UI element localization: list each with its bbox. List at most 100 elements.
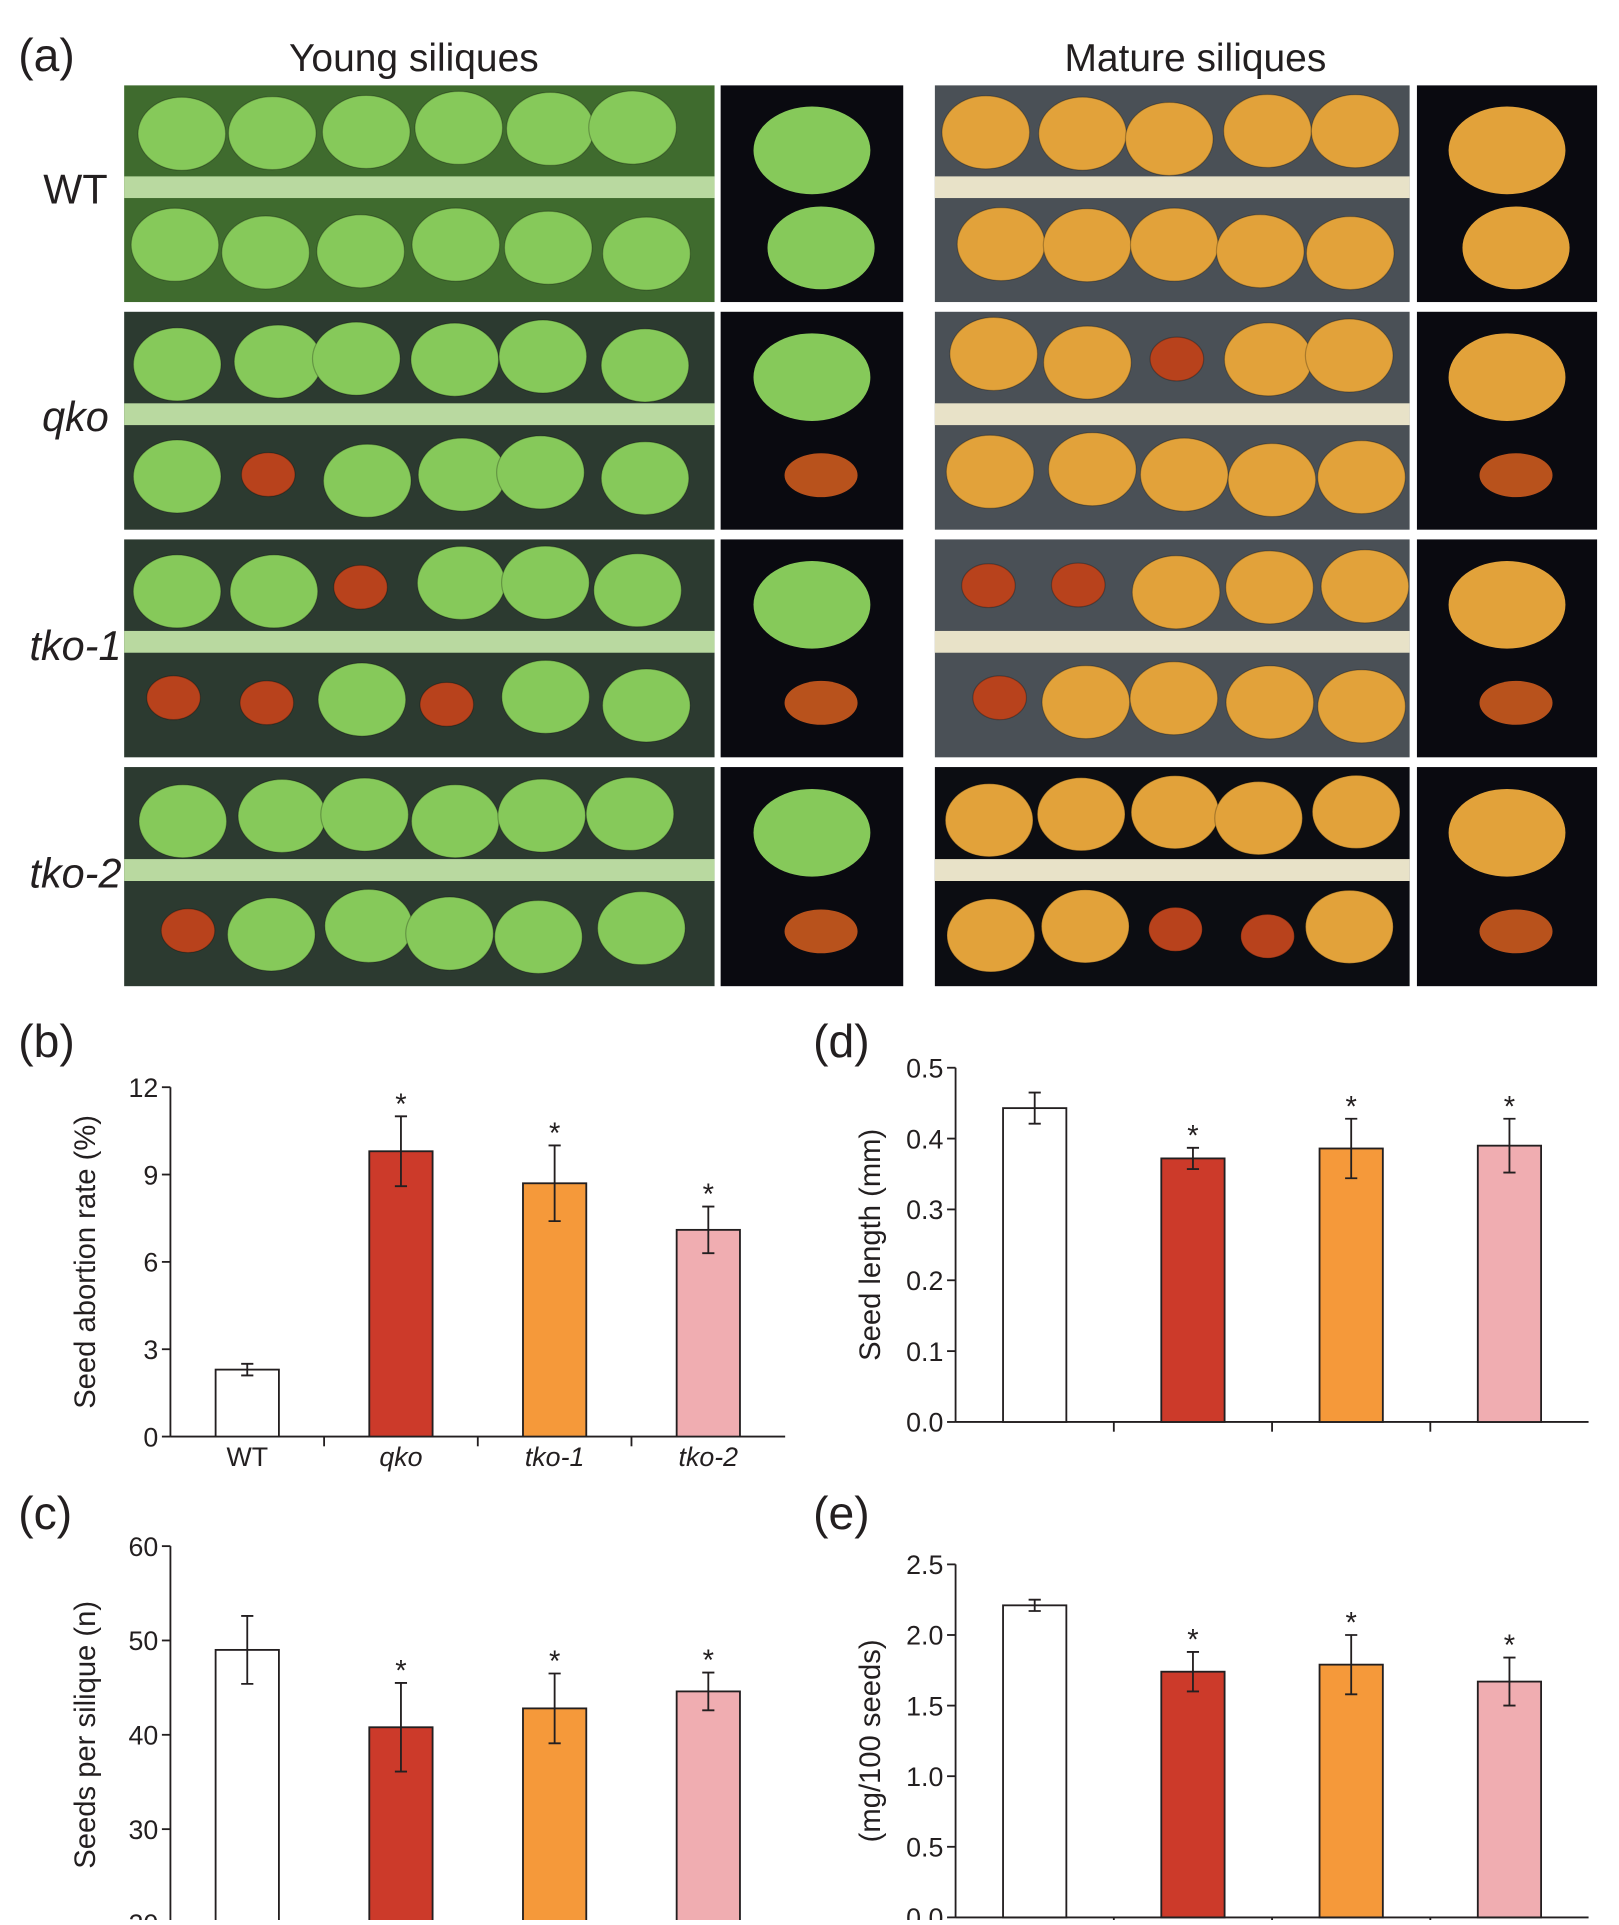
error-bar [241,1362,254,1377]
seed [1240,913,1295,959]
seed [317,662,407,737]
seed [496,435,585,510]
bar [368,1726,434,1925]
photo-grid [124,85,1598,987]
seed [503,210,593,285]
significance-mark: * [1346,1608,1357,1640]
seed [226,897,316,972]
column-title: Young siliques [289,37,539,80]
seed [311,321,401,396]
y-tick-label: 0 [143,1422,158,1452]
y-tick-label: 12 [128,1073,158,1103]
seed [1041,664,1131,740]
seed [602,216,691,291]
seed [956,206,1046,282]
y-axis-label: Seeds per silique (n) [70,1601,102,1869]
seed [961,563,1016,609]
row-label: tko-1 [29,623,121,669]
panel-label: (e) [813,1487,870,1539]
error-bar [548,1672,561,1745]
seed [753,106,871,195]
seed [410,784,500,859]
seed [946,898,1036,973]
seed [767,206,875,290]
error-bar [1028,1598,1041,1612]
seed [753,560,871,649]
seed [229,554,319,629]
seed [239,680,295,726]
bar [368,1150,434,1438]
significance-mark: * [1346,1091,1357,1123]
bar [1476,1680,1543,1919]
y-tick-label: 3 [143,1335,158,1365]
seed [1479,453,1553,498]
seed [1223,322,1313,397]
significance-mark: * [549,1118,560,1150]
significance-mark: * [703,1645,714,1677]
stem [934,859,1410,881]
error-bar [702,1671,715,1712]
significance-mark: * [1504,1091,1515,1123]
row-label: tko-2 [29,851,121,897]
significance-mark: * [1187,1624,1198,1656]
stem [124,630,715,653]
seed [130,207,220,282]
seed [138,784,228,859]
bar [1318,1663,1384,1919]
x-tick-label: WT [226,1442,268,1472]
seed [132,554,222,629]
column-title: Mature siliques [1064,37,1326,80]
seed [137,96,227,171]
y-tick-label: 50 [128,1626,158,1656]
seed [333,564,388,610]
seed [1479,680,1553,725]
x-tick-label: tko-1 [525,1442,585,1472]
significance-mark: * [1504,1630,1515,1662]
seed [1305,215,1395,291]
seed [1215,214,1305,289]
seed [227,95,317,171]
bar [214,1368,280,1438]
seed [494,899,583,975]
seed [944,783,1034,858]
seed [1448,560,1566,649]
seed [1214,781,1304,856]
stem [124,176,715,199]
seed [1040,889,1130,964]
seed [405,896,494,971]
bar [522,1707,588,1925]
y-axis-label: (mg/100 seeds) [855,1639,887,1842]
panel-label: (a) [18,29,75,81]
x-tick-label: qko [379,1442,422,1472]
seed [1042,325,1132,400]
seed [501,659,591,734]
seed [600,328,690,403]
seed [1223,93,1312,169]
error-bar [241,1615,254,1685]
seed [497,778,587,853]
bar [1160,1157,1226,1423]
y-axis-label: Seed abortion rate (%) [70,1115,102,1409]
seed [1148,906,1203,952]
seed [324,888,414,964]
panel-label: (c) [18,1487,72,1539]
panel-label: (d) [813,1015,870,1067]
seed [322,443,412,518]
seed [1227,442,1317,518]
significance-mark: * [703,1179,714,1211]
y-tick-label: 9 [143,1160,158,1190]
seed [321,94,411,170]
seed [316,214,406,289]
seed [1047,432,1137,507]
y-axis-label: Seed length (mm) [855,1129,887,1361]
y-tick-label: 1.0 [906,1762,943,1792]
seed [1225,550,1314,625]
y-tick-label: 30 [128,1815,158,1845]
seed [411,207,501,282]
seed [941,95,1031,170]
error-bar [1345,1634,1358,1696]
seed [320,777,410,852]
seed [1225,665,1315,740]
y-tick-label: 20 [128,1909,158,1920]
